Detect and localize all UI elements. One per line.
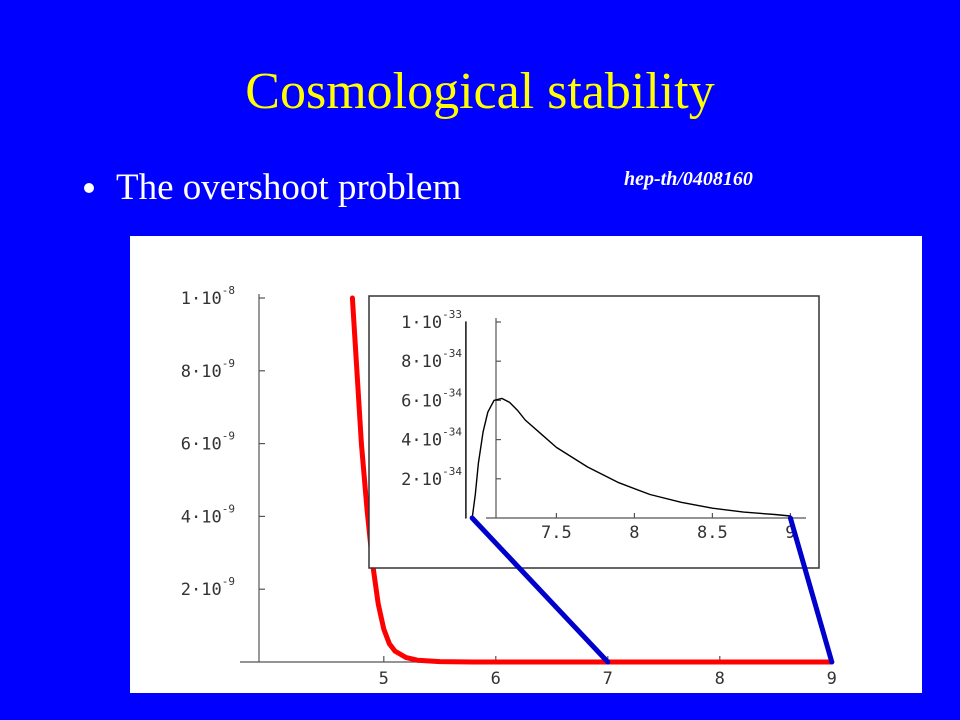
- main-chart-y-tick-label-base: 1·10: [181, 289, 222, 309]
- bullet-text: The overshoot problem: [116, 167, 462, 208]
- figure-panel: 2·10-9 4·10-9 6·10-9 8·10-9 1·10-8 5 6 7 8 9 2·10-…: [130, 236, 922, 693]
- figure-svg: 2·10-94·10-96·10-98·10-91·10-85 6 7 8 92·10-…: [181, 284, 837, 689]
- inset-chart-y-tick-label: 2·10-34: [401, 465, 462, 490]
- main-chart-x-tick-label: 9: [827, 669, 837, 689]
- bullet-dot: [84, 182, 94, 193]
- inset-chart-y-tick-label-exponent: -34: [442, 347, 462, 360]
- inset-chart-y-tick-label: 1·10-33: [401, 308, 462, 333]
- main-chart-y-tick-label-base: 2·10: [181, 580, 222, 600]
- slide-title: Cosmological stability: [245, 63, 715, 120]
- main-chart-y-tick-label: 4·10-9: [181, 502, 235, 527]
- inset-chart-y-tick-label-base: 6·10: [401, 391, 442, 411]
- main-chart-y-tick-label: 1·10-8: [181, 284, 235, 309]
- main-chart-x-tick-label: 7: [603, 669, 613, 689]
- inset-chart-y-tick-label-base: 4·10: [401, 431, 442, 451]
- main-chart-y-tick-label-exponent: -8: [222, 284, 235, 297]
- main-chart-y-tick-label-exponent: -9: [222, 430, 235, 443]
- main-chart-y-tick-label: 8·10-9: [181, 357, 235, 382]
- inset-chart-x-tick-label: 9: [785, 523, 795, 543]
- main-chart-y-tick-label-base: 6·10: [181, 435, 222, 455]
- main-chart-y-tick-label: 2·10-9: [181, 575, 235, 600]
- inset-chart-y-tick-label: 4·10-34: [401, 426, 462, 451]
- inset-chart-y-tick-label-exponent: -34: [442, 386, 462, 399]
- main-chart-y-tick-label-base: 4·10: [181, 507, 222, 527]
- inset-chart-y-tick-label-base: 8·10: [401, 352, 442, 372]
- inset-chart-series-line-0: [471, 397, 792, 519]
- main-chart-x-tick-label: 8: [715, 669, 725, 689]
- inset-chart-y-tick-label-exponent: -33: [442, 308, 462, 321]
- connector-right: [787, 515, 835, 665]
- main-chart-y-tick-label-exponent: -9: [222, 502, 235, 515]
- inset-frame: [368, 295, 820, 569]
- main-chart-series-line-0: [349, 295, 835, 665]
- inset-chart-x-tick-label: 8: [629, 523, 639, 543]
- main-chart-y-tick-label-exponent: -9: [222, 357, 235, 370]
- main-chart-y-tick-label-exponent: -9: [222, 575, 235, 588]
- inset-chart-y-tick-label-exponent: -34: [442, 465, 462, 478]
- bullet-row: The overshoot problem: [84, 166, 461, 209]
- main-chart-y-tick-label: 6·10-9: [181, 430, 235, 455]
- main-chart-y-tick-label-base: 8·10: [181, 362, 222, 382]
- inset-chart-y-tick-label-exponent: -34: [442, 426, 462, 439]
- reference-label: hep-th/0408160: [624, 168, 753, 190]
- inset-chart-x-tick-label: 8.5: [697, 523, 728, 543]
- inset-chart-y-tick-label: 6·10-34: [401, 386, 462, 411]
- inset-chart-y-tick-label-base: 2·10: [401, 470, 442, 490]
- inset-chart-y-tick-label: 8·10-34: [401, 347, 462, 372]
- main-chart-x-tick-label: 5: [379, 669, 389, 689]
- connector-left: [469, 515, 611, 665]
- inset-chart-y-tick-label-base: 1·10: [401, 313, 442, 333]
- main-chart-x-tick-label: 6: [491, 669, 501, 689]
- inset-chart-x-tick-label: 7.5: [541, 523, 572, 543]
